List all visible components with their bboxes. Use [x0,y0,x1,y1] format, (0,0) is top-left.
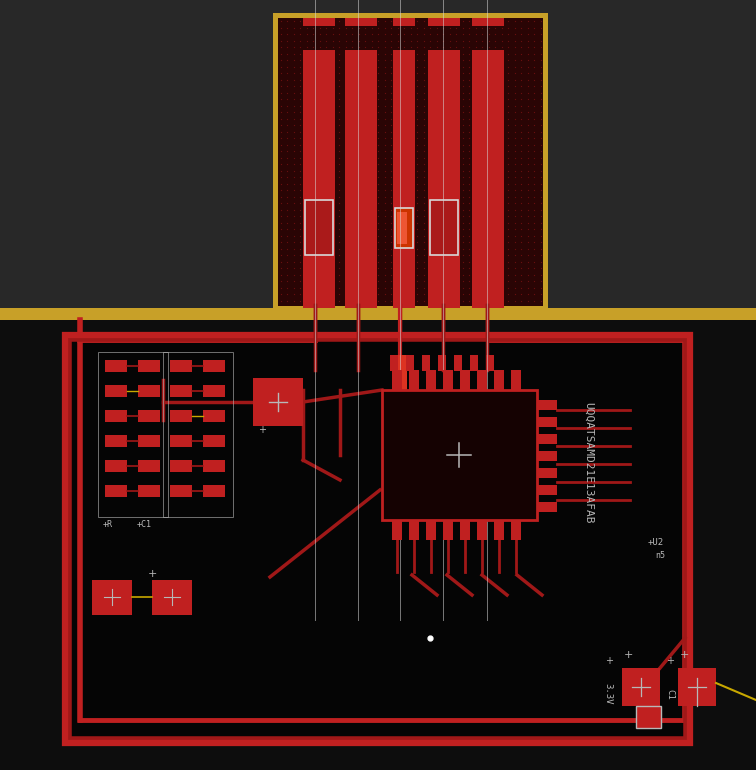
Text: +C1: +C1 [137,520,152,529]
Bar [636,706,661,728]
Text: +: + [605,656,613,666]
Bar [430,200,458,255]
Bar [105,360,127,372]
Bar [678,668,716,706]
Bar [454,355,462,371]
Bar [395,208,413,248]
Bar [138,385,160,397]
Bar [428,18,460,26]
Bar [273,13,548,311]
Bar [511,520,521,540]
Bar [65,335,690,743]
Bar [138,460,160,472]
Bar [0,320,756,770]
Bar [105,410,127,422]
Text: 3.3V: 3.3V [603,683,612,705]
Bar [397,212,407,244]
Bar [170,385,192,397]
Text: +R: +R [103,520,113,529]
Bar [443,520,453,540]
Bar [105,485,127,497]
Bar [138,435,160,447]
Bar [382,390,537,520]
Bar [278,18,543,306]
Text: +: + [666,656,674,666]
Bar [170,460,192,472]
Bar [537,485,557,495]
Bar [397,355,407,390]
Bar [303,50,335,308]
Bar [460,370,470,390]
Bar [393,50,415,308]
Bar [406,355,414,371]
Bar [98,352,168,517]
Bar [138,360,160,372]
Bar [472,50,504,308]
Bar [537,502,557,512]
Bar [305,200,333,255]
Text: +U2: +U2 [648,538,664,547]
Bar [345,18,377,26]
Bar [443,370,453,390]
Bar [438,355,446,371]
Bar [170,360,192,372]
Bar [472,18,504,26]
Bar [138,410,160,422]
Bar [105,460,127,472]
Bar [537,417,557,427]
Bar [511,370,521,390]
Text: C1: C1 [665,688,674,699]
Bar [253,378,303,426]
Bar [392,520,402,540]
Bar [203,410,225,422]
Bar [105,385,127,397]
Bar [537,451,557,461]
Bar [486,355,494,371]
Bar [392,370,402,390]
Bar [138,485,160,497]
Bar [428,50,460,308]
Bar [170,410,192,422]
Bar [152,580,192,615]
Bar [0,0,756,308]
Bar [203,360,225,372]
Bar [203,485,225,497]
Bar [494,370,504,390]
Bar [460,520,470,540]
Bar [345,50,377,308]
Bar [494,520,504,540]
Bar [105,435,127,447]
Bar [537,434,557,444]
Bar [203,385,225,397]
Bar [393,18,415,26]
Bar [170,435,192,447]
Bar [0,308,756,320]
Text: +: + [258,425,266,435]
Bar [422,355,430,371]
Bar [163,352,233,517]
Bar [426,370,436,390]
Bar [409,520,419,540]
Bar [390,355,398,371]
Bar [470,355,478,371]
Bar [92,580,132,615]
Bar [537,468,557,478]
Text: UQQATSAMD21E13AFAB: UQQATSAMD21E13AFAB [584,402,594,524]
Bar [477,370,487,390]
Bar [636,706,661,728]
Text: +: + [680,650,689,660]
Bar [622,668,660,706]
Bar [65,335,690,743]
Text: +: + [148,569,157,579]
Bar [203,460,225,472]
Bar [537,400,557,410]
Text: n5: n5 [655,551,665,560]
Bar [203,435,225,447]
Bar [426,520,436,540]
Bar [170,485,192,497]
Text: +: + [624,650,634,660]
Bar [303,18,335,26]
Bar [477,520,487,540]
Bar [409,370,419,390]
